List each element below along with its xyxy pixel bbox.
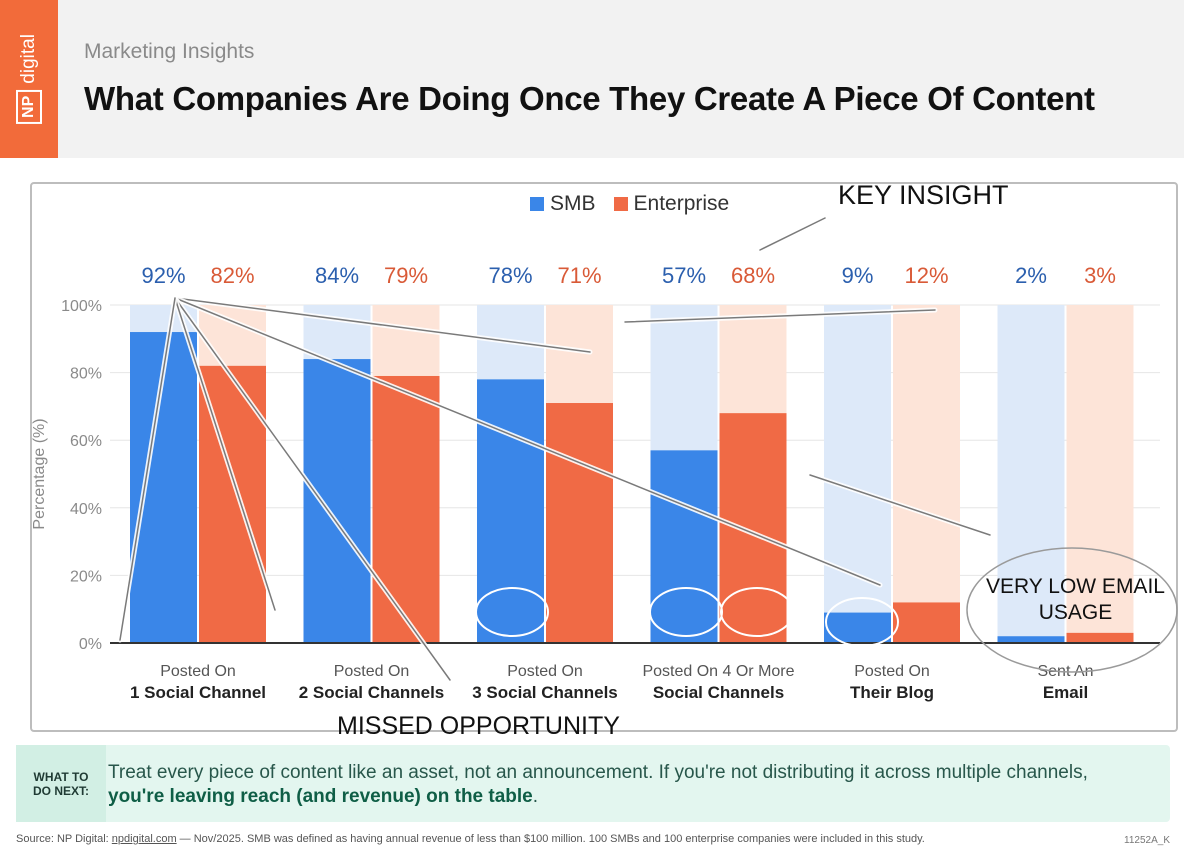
data-label-enterprise: 12% xyxy=(904,263,948,288)
y-tick-label: 60% xyxy=(70,433,102,450)
y-axis-label: Percentage (%) xyxy=(31,418,48,529)
np-digital-logo: NP digital xyxy=(0,0,58,158)
data-label-smb: 84% xyxy=(315,263,359,288)
data-label-smb: 92% xyxy=(141,263,185,288)
y-tick-label: 100% xyxy=(61,298,102,315)
next-text-body: Treat every piece of content like an ass… xyxy=(108,762,1088,783)
page-title: What Companies Are Doing Once They Creat… xyxy=(84,80,1095,117)
sketch-circle xyxy=(720,587,794,637)
bar-enterprise xyxy=(1066,632,1134,643)
data-label-enterprise: 3% xyxy=(1084,263,1116,288)
sketch-circle xyxy=(475,587,549,637)
sketch-arrow-outline xyxy=(809,474,991,536)
next-label-line-2: DO NEXT: xyxy=(32,783,89,798)
x-tick-label-line-2: 3 Social Channels xyxy=(472,683,618,702)
data-label-smb: 9% xyxy=(842,263,874,288)
sketch-arrow-outline xyxy=(174,297,591,353)
x-tick-label-line-1: Posted On 4 Or More xyxy=(642,663,794,680)
bar-smb xyxy=(303,359,371,643)
x-tick-label-line-2: 2 Social Channels xyxy=(299,683,445,702)
bar-smb xyxy=(650,450,718,643)
legend-smb: SMB xyxy=(530,192,596,216)
data-label-enterprise: 68% xyxy=(731,263,775,288)
source-note: Source: NP Digital: npdigital.com — Nov/… xyxy=(16,833,925,845)
x-tick-label-line-1: Posted On xyxy=(160,663,236,680)
next-text-end: . xyxy=(532,786,539,807)
chart-legend: SMB Enterprise xyxy=(530,192,729,216)
x-tick-label-line-1: Posted On xyxy=(854,663,930,680)
legend-smb-label: SMB xyxy=(550,192,596,215)
sketch-arrow-outline xyxy=(624,309,936,323)
missed-opportunity-annotation: MISSED OPPORTUNITY xyxy=(337,712,620,740)
x-tick-label-line-2: Their Blog xyxy=(850,683,934,702)
legend-enterprise: Enterprise xyxy=(613,192,730,216)
bar-chart: 0% 20% 40% 60% 80% 100% Percentage (%) 92% 82% Po… xyxy=(31,215,1178,702)
x-tick-label-line-1: Posted On xyxy=(334,663,410,680)
next-label-line-1: WHAT TO xyxy=(33,769,89,784)
bar-smb xyxy=(824,612,891,643)
legend-enterprise-label: Enterprise xyxy=(633,192,730,215)
bar-smb xyxy=(477,379,544,643)
source-link[interactable]: npdigital.com xyxy=(111,833,177,845)
bar-enterprise xyxy=(719,413,787,643)
low-email-line-2: USAGE xyxy=(1038,601,1113,624)
data-label-smb: 57% xyxy=(662,263,706,288)
bar-enterprise xyxy=(546,403,613,643)
next-text-bold: you're leaving reach (and revenue) on th… xyxy=(108,786,533,807)
what-to-do-next-text: Treat every piece of content like an ass… xyxy=(108,761,1148,809)
bar-background xyxy=(824,305,891,643)
low-email-line-1: VERY LOW EMAIL xyxy=(986,575,1165,598)
x-tick-label-line-2: Email xyxy=(1043,683,1088,702)
bar-background xyxy=(997,305,1065,643)
y-tick-label: 40% xyxy=(70,501,102,518)
key-insight-annotation: KEY INSIGHT xyxy=(838,180,1009,210)
logo-box: NP xyxy=(16,89,42,124)
sketch-arrow-outline xyxy=(174,297,451,681)
low-email-annotation: VERY LOW EMAIL USAGE xyxy=(986,574,1165,626)
y-tick-label: 80% xyxy=(70,366,102,383)
bar-background xyxy=(1066,305,1134,643)
y-tick-label: 20% xyxy=(70,568,102,585)
image-code: 11252A_K xyxy=(1124,835,1170,846)
y-tick-label: 0% xyxy=(79,636,102,653)
bar-background xyxy=(893,305,960,643)
data-label-enterprise: 82% xyxy=(210,263,254,288)
chart-frame xyxy=(30,182,1178,732)
x-tick-label-line-2: 1 Social Channel xyxy=(130,683,266,702)
what-to-do-next-box: WHAT TO DO NEXT: Treat every piece of co… xyxy=(16,745,1170,822)
sketch-arrow-outline xyxy=(174,297,276,611)
bar-smb xyxy=(997,636,1065,643)
subtitle: Marketing Insights xyxy=(84,40,255,63)
legend-enterprise-swatch xyxy=(613,197,628,211)
data-label-smb: 2% xyxy=(1015,263,1047,288)
x-tick-label-line-2: Social Channels xyxy=(653,683,784,702)
low-email-circle xyxy=(966,547,1178,673)
sketch-circle xyxy=(825,597,899,647)
source-prefix: Source: NP Digital: xyxy=(16,833,112,845)
source-rest: — Nov/2025. SMB was defined as having an… xyxy=(176,833,925,845)
legend-smb-swatch xyxy=(530,197,544,211)
header: NP digital Marketing Insights What Compa… xyxy=(0,0,1184,158)
sketch-arrow-outline xyxy=(174,297,881,586)
sketch-arrow-outline xyxy=(119,297,176,641)
what-to-do-next-label: WHAT TO DO NEXT: xyxy=(16,745,106,822)
bar-enterprise xyxy=(893,602,960,643)
bar-enterprise xyxy=(372,375,440,643)
logo-text: digital xyxy=(18,34,39,84)
data-label-enterprise: 71% xyxy=(557,263,601,288)
data-label-smb: 78% xyxy=(488,263,532,288)
sketch-arrow-outline xyxy=(759,217,826,251)
x-tick-label-line-1: Posted On xyxy=(507,663,583,680)
data-label-enterprise: 79% xyxy=(384,263,428,288)
